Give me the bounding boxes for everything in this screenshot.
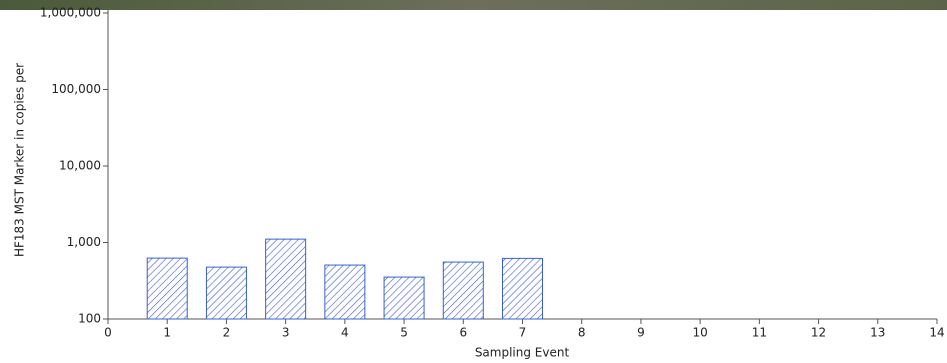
bar <box>325 265 365 319</box>
bar <box>503 258 543 319</box>
bar <box>206 267 246 319</box>
x-tick-label: 7 <box>519 326 527 340</box>
bar <box>266 239 306 319</box>
x-tick-label: 8 <box>578 326 586 340</box>
x-tick-label: 4 <box>341 326 349 340</box>
x-tick-label: 2 <box>223 326 231 340</box>
x-tick-label: 12 <box>811 326 826 340</box>
x-tick-label: 10 <box>693 326 708 340</box>
bar <box>384 277 424 319</box>
x-tick-label: 14 <box>929 326 944 340</box>
y-tick-label: 1,000 <box>67 235 101 249</box>
chart: HF183 MST Marker in copies per Sampling … <box>0 0 947 363</box>
y-tick-label: 100,000 <box>51 82 101 96</box>
x-tick-label: 1 <box>163 326 171 340</box>
page: HF183 MST Marker in copies per Sampling … <box>0 0 947 363</box>
x-tick-label: 13 <box>870 326 885 340</box>
background-strip <box>0 0 947 10</box>
x-tick-label: 0 <box>104 326 112 340</box>
x-axis-label: Sampling Event <box>475 346 570 360</box>
y-axis-label: HF183 MST Marker in copies per <box>13 63 27 257</box>
x-tick-label: 11 <box>752 326 767 340</box>
x-tick-label: 6 <box>459 326 467 340</box>
x-tick-label: 9 <box>637 326 645 340</box>
bar <box>443 262 483 319</box>
y-tick-label: 1,000,000 <box>40 6 101 20</box>
x-tick-label: 5 <box>400 326 408 340</box>
y-tick-label: 10,000 <box>59 159 101 173</box>
bar <box>147 258 187 319</box>
x-tick-label: 3 <box>282 326 290 340</box>
y-tick-label: 100 <box>78 312 101 326</box>
